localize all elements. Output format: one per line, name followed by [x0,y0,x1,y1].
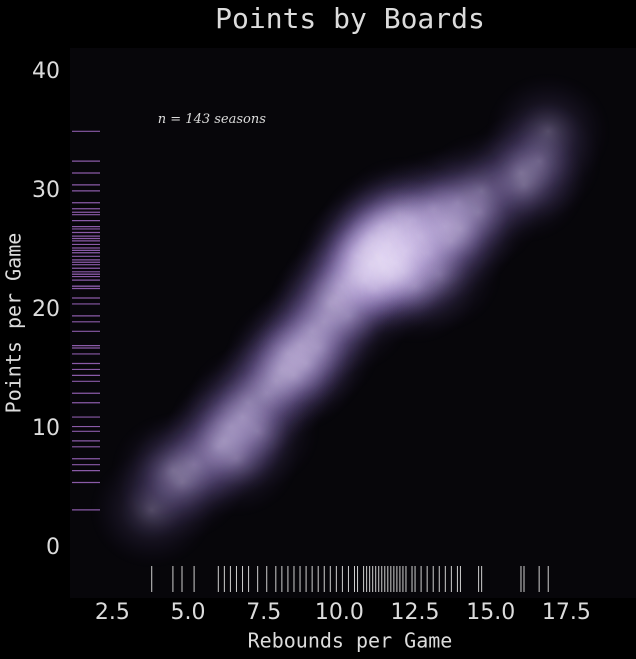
x-tick-label: 15.0 [466,600,515,625]
density [89,73,611,568]
y-tick-label: 30 [32,178,60,203]
y-tick-label: 0 [46,535,60,560]
y-axis-label: Points per Game [2,233,26,414]
density-kernel [486,73,611,190]
x-tick-label: 2.5 [95,600,130,625]
x-tick-label: 5.0 [171,600,206,625]
x-tick-label: 7.5 [246,600,281,625]
y-tick-label: 20 [32,297,60,322]
y-tick-label: 40 [32,59,60,84]
x-tick-label: 10.0 [315,600,364,625]
annotation: n = 143 seasons [158,112,266,127]
chart-title: Points by Boards [215,2,485,35]
x-tick-label: 17.5 [542,600,591,625]
x-axis-label: Rebounds per Game [248,629,453,653]
y-tick-label: 10 [32,416,60,441]
x-tick-label: 12.5 [391,600,440,625]
